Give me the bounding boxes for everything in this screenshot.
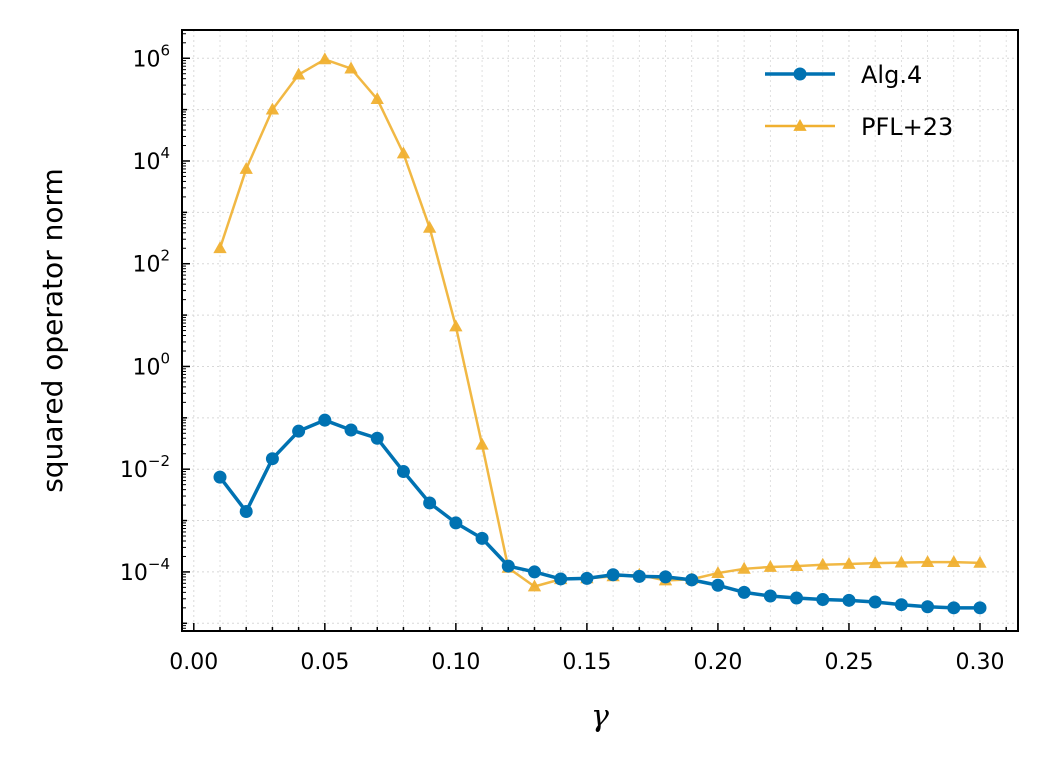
data-point (789, 559, 804, 571)
data-point (947, 601, 961, 615)
x-tick-label: 0.10 (431, 650, 480, 675)
data-point (239, 161, 253, 174)
data-point (449, 516, 463, 530)
data-point (370, 92, 384, 105)
data-point (659, 570, 673, 584)
x-tick-label: 0.00 (169, 650, 218, 675)
data-point (711, 566, 725, 578)
y-tick-label: 102 (132, 247, 170, 278)
data-point (580, 571, 594, 585)
y-axis-label: squared operator norm (36, 168, 69, 493)
data-point (291, 67, 306, 80)
data-point (842, 556, 856, 569)
series-alg-4 (213, 413, 987, 615)
data-point (868, 595, 882, 609)
data-point (527, 579, 542, 592)
data-point (711, 578, 725, 592)
data-point (423, 496, 437, 510)
data-point (265, 452, 279, 466)
data-point (370, 431, 384, 445)
data-point (842, 593, 856, 607)
data-point (973, 555, 987, 568)
data-point (423, 220, 437, 233)
legend-marker (793, 119, 807, 131)
data-point (475, 531, 489, 545)
data-point (868, 556, 882, 569)
y-tick-label: 100 (132, 349, 170, 380)
data-point (790, 591, 804, 605)
data-point (396, 146, 411, 159)
data-point (527, 565, 541, 579)
y-tick-label: 104 (132, 144, 170, 175)
data-point (475, 437, 489, 450)
y-tick-label: 106 (132, 41, 170, 72)
data-point (239, 505, 253, 519)
y-tick-label: 10−2 (120, 452, 170, 483)
grid (182, 30, 1018, 631)
y-tick-label: 10−4 (120, 555, 170, 586)
x-tick-label: 0.30 (956, 650, 1005, 675)
legend-label: Alg.4 (861, 61, 922, 89)
x-tick-label: 0.20 (693, 650, 742, 675)
x-tick-label: 0.25 (824, 650, 873, 675)
legend-entry: PFL+23 (765, 113, 953, 141)
x-tick-label: 0.05 (300, 650, 349, 675)
data-point (606, 568, 620, 582)
data-point (396, 465, 410, 479)
legend: Alg.4 PFL+23 (765, 61, 953, 141)
data-point (816, 557, 830, 570)
series-line (218, 418, 980, 610)
data-point (763, 559, 777, 572)
data-point (737, 561, 751, 574)
data-point (816, 593, 830, 607)
data-point (920, 555, 935, 568)
data-point (292, 424, 306, 438)
data-point (894, 555, 909, 568)
data-point (737, 585, 751, 599)
data-point (554, 572, 568, 586)
data-point (344, 423, 358, 437)
data-point (632, 569, 646, 583)
legend-label: PFL+23 (861, 113, 953, 141)
axis-ticks: 0.00 0.05 0.10 0.15 0.20 0.25 0.30 10−4 10−2 100 1… (120, 33, 1007, 675)
data-point (501, 559, 515, 573)
data-point (763, 589, 777, 603)
data-point (213, 470, 227, 484)
data-point (947, 555, 961, 568)
data-point (318, 413, 332, 427)
data-point (344, 61, 358, 74)
data-point (449, 319, 463, 332)
data-point (318, 52, 332, 65)
data-point (213, 241, 227, 254)
data-point (265, 102, 280, 115)
x-tick-label: 0.15 (562, 650, 611, 675)
legend-marker (793, 67, 807, 81)
data-point (921, 600, 935, 614)
data-point (973, 601, 987, 615)
data-point (894, 598, 908, 612)
legend-entry: Alg.4 (765, 61, 922, 89)
data-point (685, 573, 699, 587)
x-axis-label: γ (591, 699, 609, 734)
plot-series (213, 52, 987, 615)
